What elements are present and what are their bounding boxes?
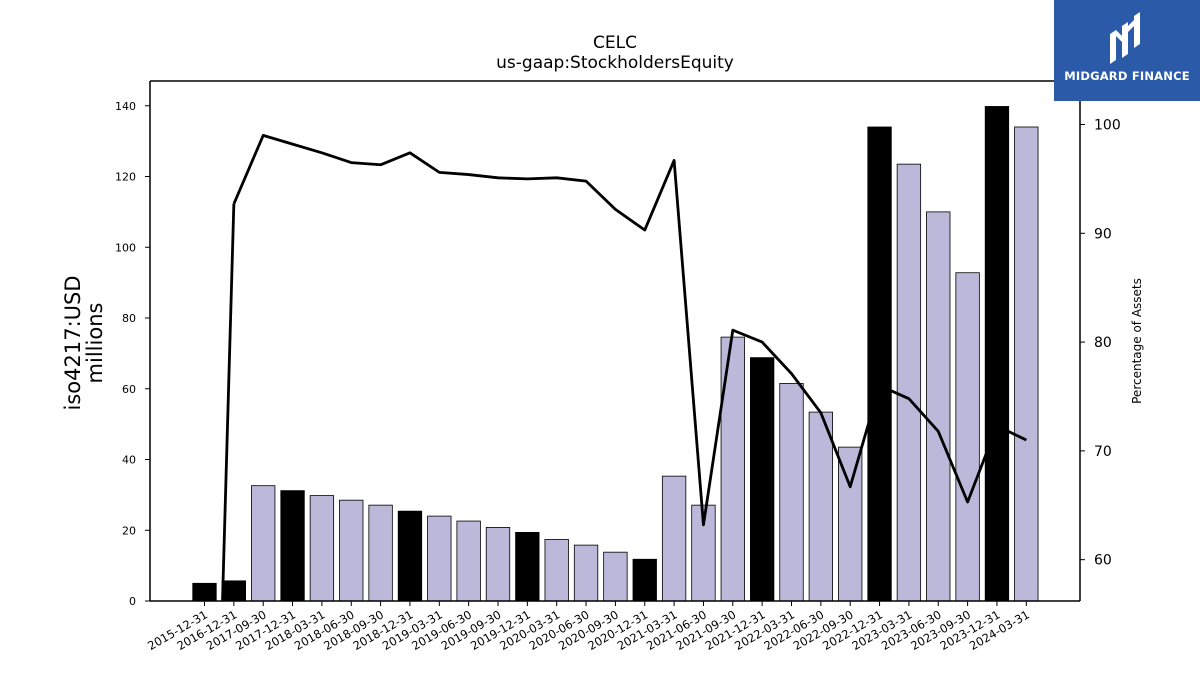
bar-2022-03-31 [779,383,804,602]
bar-2023-09-30 [955,272,980,602]
chart-subtitle: us-gaap:StockholdersEquity [496,53,734,73]
right-tick-label: 100 [1094,118,1121,134]
bar-2022-12-31 [867,126,892,602]
y-axis-label-right: Percentage of Assets [1130,278,1144,404]
bar-2018-06-30 [339,499,364,602]
bar-2020-06-30 [573,544,599,602]
percentage-line-start-segment [221,203,236,602]
bar-2018-12-31 [397,510,423,602]
bar-2019-03-31 [427,515,452,602]
bar-2021-12-31 [750,357,775,602]
bar-2023-12-31 [984,106,1010,602]
bar-2024-03-31 [1014,126,1039,602]
bar-2022-06-30 [808,411,833,602]
bar-2021-03-31 [661,475,687,602]
right-tick-label: 80 [1094,335,1112,351]
chart-title: CELC [593,33,637,53]
bar-2018-09-30 [368,504,393,602]
bar-2020-03-31 [544,539,569,602]
left-tick-label: 60 [122,383,136,396]
bar-2016-12-31 [221,580,247,602]
bar-2019-12-31 [515,531,540,602]
y-axis-label-left-line: iso4217:USD [61,275,85,410]
bar-2019-09-30 [485,527,511,602]
left-tick-label: 120 [115,171,136,184]
right-tick-label: 60 [1094,553,1112,569]
bar-2020-12-31 [632,558,657,602]
right-tick-label: 90 [1094,226,1112,242]
logo-text: MIDGARD FINANCE [1064,69,1190,83]
logo-box: MIDGARD FINANCE [1054,0,1200,101]
left-tick-label: 0 [129,595,136,608]
percentage-line [232,133,1027,527]
left-tick-label: 140 [115,100,136,113]
left-tick-label: 80 [122,312,136,325]
bar-2019-06-30 [456,520,481,602]
bar-2022-09-30 [838,446,863,602]
bar-2017-09-30 [251,485,276,602]
right-tick-label: 70 [1094,444,1112,460]
left-tick-label: 100 [115,241,136,254]
bar-2017-12-31 [280,490,305,602]
bar-2023-06-30 [926,211,951,602]
bar-2020-09-30 [603,551,628,602]
left-tick-label: 20 [122,524,136,537]
left-tick-label: 40 [122,454,136,467]
y-axis-label-left: iso4217:USDmillions [61,275,107,410]
bar-2018-03-31 [309,495,335,602]
y-axis-label-left-line: millions [83,303,107,384]
bar-2023-03-31 [896,163,922,602]
bar-2015-12-31 [192,582,217,602]
line-group [221,133,1027,602]
midgard-logo-icon [1110,12,1140,64]
bars-group [192,106,1039,602]
